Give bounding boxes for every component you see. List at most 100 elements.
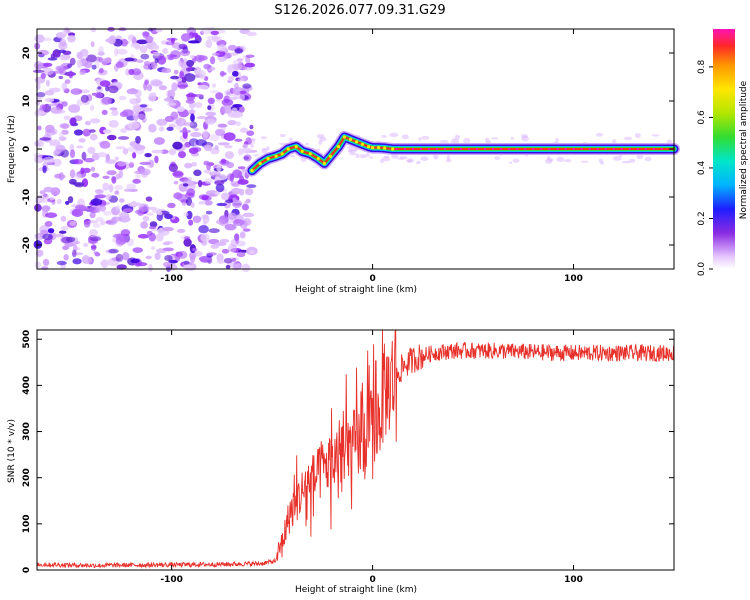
spectrogram-noise-blob (101, 109, 108, 116)
spectrogram-noise-blob (48, 103, 59, 107)
spectrogram-faint-blob (595, 132, 604, 137)
spectrogram-noise-blob (156, 211, 163, 216)
spectrogram-noise-blob (130, 88, 136, 92)
spectrogram-noise-blob (61, 236, 73, 244)
spectrogram-noise-blob (228, 75, 235, 82)
spectrogram-noise-blob (106, 134, 117, 141)
spectrogram-ridge-point (336, 145, 340, 149)
spectrogram-noise-blob (156, 213, 163, 222)
spectrogram-noise-blob (220, 70, 225, 77)
spectrogram-noise-blob (32, 69, 45, 73)
spectrogram-noise-blob (63, 115, 71, 121)
spectrogram-noise-blob (232, 70, 239, 77)
spectrogram-noise-blob (206, 252, 217, 256)
spectrogram-noise-blob (158, 85, 167, 91)
spectrogram-noise-blob (122, 252, 130, 261)
spectrogram-noise-blob (137, 234, 150, 239)
spectrogram-noise-blob (71, 208, 84, 217)
colorbar-ticks: 0.0 0.2 0.4 0.6 0.8 (697, 59, 713, 276)
spectrogram-noise-blob (130, 202, 142, 207)
spectrogram-noise-blob (115, 61, 124, 69)
spectrogram-noise-blob (132, 178, 141, 184)
spectrogram-noise-blob (243, 66, 253, 71)
spectrogram-noise-blob (229, 173, 234, 183)
spectrogram-noise-blob (45, 79, 50, 87)
spectrogram-noise-blob (203, 63, 211, 70)
spectrogram-noise-blob (131, 68, 142, 76)
spectrogram-noise-blob (142, 31, 150, 37)
spectrogram-noise-blob (128, 162, 135, 168)
spectrogram-noise-blob (67, 63, 72, 68)
spectrogram-noise-blob (58, 49, 66, 53)
spectrogram-noise-blob (140, 221, 149, 229)
spectrogram-noise-blob (236, 58, 244, 62)
spectrogram-noise-blob (192, 215, 202, 223)
spectrogram-noise-blob (188, 219, 194, 226)
spectrogram-noise-blob (186, 59, 195, 67)
spectrogram-noise-blob (157, 55, 167, 65)
spectrogram-noise-blob (76, 145, 84, 149)
spectrogram-noise-blob (115, 205, 121, 211)
spectrogram-noise-blob (145, 255, 152, 260)
spectrogram-noise-blob (91, 64, 97, 70)
snr-y-tick-label: 400 (22, 376, 32, 395)
spectrogram-noise-blob (242, 218, 252, 226)
spectrogram-noise-blob (249, 124, 254, 130)
spectrogram-noise-blob (221, 98, 234, 107)
spectrogram-noise-blob (101, 96, 113, 105)
spectrogram-noise-blob (94, 194, 107, 199)
spectrogram-faint-blob (494, 156, 501, 160)
spectrogram-noise-blob (223, 132, 236, 141)
spectrogram-noise-blob (62, 29, 68, 37)
spectrogram-noise-blob (39, 190, 46, 195)
spectrogram-faint-blob (397, 157, 404, 160)
spectrogram-faint-blob (622, 160, 631, 164)
spectrogram-ridge-peak (564, 147, 567, 151)
spectrogram-noise-blob (144, 153, 152, 158)
spectrogram-noise-blob (67, 196, 74, 204)
snr-y-tick-label: 500 (22, 330, 32, 349)
spectrogram-noise-blob (188, 65, 193, 71)
spectrogram-x-axis: -100 0 100 (160, 29, 583, 284)
spectrogram-ridge-peak (403, 147, 406, 151)
spectrogram-noise-blob (81, 52, 89, 59)
spectrogram-ridge-point (391, 147, 395, 151)
spectrogram-faint-blob (384, 155, 389, 159)
spectrogram-faint-blob (463, 137, 471, 144)
spectrogram-noise-blob (69, 221, 77, 226)
colorbar-tick-label: 0.8 (697, 59, 707, 74)
spectrogram-ridge-peak (516, 147, 519, 151)
spectrogram-noise-blob (207, 97, 215, 105)
spectrogram-noise-blob (149, 226, 156, 230)
spectrogram-noise-blob (100, 220, 106, 226)
snr-y-label: SNR (10 * v/v) (7, 419, 17, 483)
spectrogram-noise-blob (231, 258, 237, 262)
spectrogram-noise-blob (108, 85, 119, 94)
spectrogram-noise-blob (245, 54, 255, 58)
colorbar-tick-label: 0.6 (697, 110, 707, 125)
spectrogram-ridge-peak (524, 147, 527, 151)
spectrogram-noise-blob (217, 142, 230, 146)
spectrogram-faint-blob (316, 134, 325, 139)
spectrogram-faint-blob (512, 158, 520, 163)
snr-y-tick-label: 300 (22, 422, 32, 441)
spectrogram-noise-blob (99, 140, 111, 149)
spectrogram-ridge-point (274, 154, 278, 158)
spectrogram-faint-blob (509, 161, 513, 164)
spectrogram-noise-blob (215, 128, 226, 136)
spectrogram-noise-blob (90, 244, 97, 251)
spectrogram-noise-blob (241, 147, 252, 154)
spectrogram-ridge-point (300, 149, 304, 153)
spectrogram-noise-blob (231, 107, 238, 113)
spectrogram-noise-blob (232, 169, 242, 179)
spectrogram-faint-blob (289, 137, 293, 143)
spectrogram-noise-blob (190, 131, 202, 138)
spectrogram-noise-blob (102, 175, 110, 179)
spectrogram-noise-blob (56, 198, 62, 205)
spectrogram-ridge-point (266, 157, 270, 161)
spectrogram-noise-blob (44, 221, 53, 227)
spectrogram-noise-blob (216, 202, 227, 207)
spectrogram-noise-blob (75, 204, 87, 211)
spectrogram-noise-blob (92, 92, 97, 96)
spectrogram-noise-blob (134, 209, 144, 215)
